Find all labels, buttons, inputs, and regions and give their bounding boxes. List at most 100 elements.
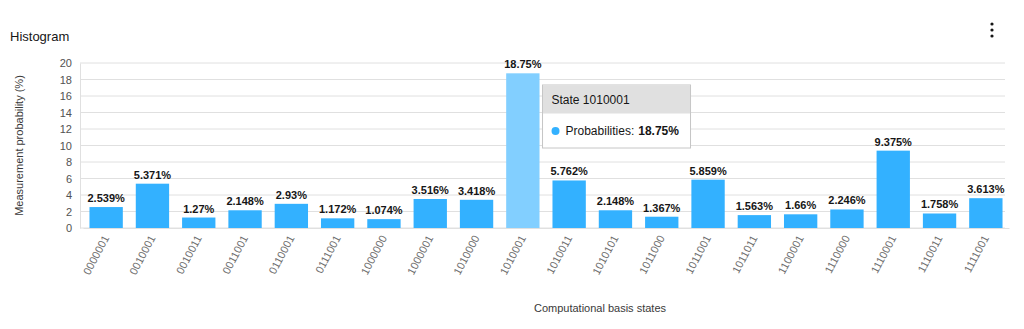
bar[interactable]	[367, 219, 400, 228]
bar[interactable]	[552, 180, 585, 228]
data-label: 3.418%	[458, 185, 496, 197]
tooltip-text: Probabilities:18.75%	[566, 124, 680, 138]
data-label: 5.371%	[134, 169, 172, 181]
x-tick-label: 1011001	[683, 233, 713, 276]
y-tick-label: 16	[60, 90, 72, 102]
data-label: 9.375%	[875, 136, 913, 148]
data-label: 3.613%	[967, 183, 1005, 195]
data-label: 1.758%	[921, 198, 959, 210]
bar[interactable]	[784, 214, 817, 228]
tooltip: State 1010001 Probabilities:18.75%	[543, 85, 691, 148]
bar[interactable]	[691, 180, 724, 228]
y-axis: 02468101214161820	[60, 57, 81, 234]
tooltip-swatch	[552, 127, 560, 135]
data-label: 2.148%	[226, 195, 264, 207]
grid-line	[80, 211, 1005, 212]
bar[interactable]	[877, 151, 910, 228]
y-tick: 16	[60, 90, 80, 102]
grid-line	[80, 79, 1005, 80]
y-axis-line	[80, 64, 81, 229]
x-tick-label: 1000001	[405, 233, 436, 276]
x-tick: 1000001	[405, 228, 436, 277]
bar[interactable]	[923, 213, 956, 228]
bars	[89, 73, 1002, 228]
tooltip-label: Probabilities:	[566, 124, 635, 138]
data-label: 2.246%	[828, 194, 866, 206]
x-axis: 0000001 0010001 0010011 0011001 0110001 01110…	[81, 228, 1010, 277]
x-tick-label: 0111001	[313, 233, 343, 275]
x-axis-title: Computational basis states	[534, 302, 667, 314]
menu-icon[interactable]	[990, 22, 993, 37]
x-tick: 1010101	[590, 228, 621, 277]
bar[interactable]	[321, 218, 354, 228]
x-tick-label: 0011001	[220, 233, 250, 276]
data-label: 18.75%	[504, 58, 542, 70]
x-tick-label: 1010101	[590, 233, 621, 276]
y-tick: 20	[60, 57, 80, 69]
y-tick: 6	[66, 173, 80, 185]
y-tick: 18	[60, 74, 80, 86]
x-tick: 0011001	[220, 228, 250, 276]
bar[interactable]	[969, 198, 1002, 228]
x-tick: 1000000	[358, 228, 389, 277]
data-label: 2.539%	[87, 192, 125, 204]
title: Histogram	[10, 29, 69, 44]
x-tick: 0110001	[266, 228, 296, 276]
y-tick-label: 8	[66, 156, 72, 168]
data-label: 1.563%	[736, 200, 774, 212]
data-label: 1.074%	[365, 204, 403, 216]
bar[interactable]	[460, 200, 493, 228]
bar[interactable]	[136, 184, 169, 228]
x-tick: 1110001	[868, 228, 898, 275]
y-tick-label: 20	[60, 57, 72, 69]
y-tick: 12	[60, 123, 80, 135]
data-label: 5.762%	[550, 165, 588, 177]
x-tick: 0000001	[81, 228, 112, 277]
x-tick: 1011011	[730, 228, 760, 275]
y-tick-label: 10	[60, 140, 72, 152]
x-tick-label: 1111001	[961, 233, 991, 274]
bar[interactable]	[414, 199, 447, 228]
x-tick-label: 0010001	[127, 233, 158, 276]
x-tick-label: 1010000	[451, 233, 482, 276]
grid-line	[80, 178, 1005, 179]
data-label: 2.93%	[276, 189, 307, 201]
x-tick-label: 1011000	[637, 233, 667, 276]
tooltip-title: State 1010001	[552, 93, 630, 107]
y-tick: 14	[60, 107, 80, 119]
data-label: 1.172%	[319, 203, 357, 215]
x-tick-label: 1000000	[358, 233, 389, 276]
x-tick: 0010001	[127, 228, 158, 277]
y-tick-label: 2	[66, 206, 72, 218]
menu-dot[interactable]	[990, 22, 993, 25]
data-label: 3.516%	[412, 184, 450, 196]
x-tick-label: 0110001	[266, 233, 296, 276]
x-tick-label: 1100001	[775, 233, 805, 276]
data-labels: 2.539%5.371%1.27%2.148%2.93%1.172%1.074%…	[87, 58, 1004, 216]
bar[interactable]	[89, 207, 122, 228]
y-tick: 2	[66, 206, 80, 218]
x-tick-label: 0010011	[174, 233, 204, 276]
bar[interactable]	[275, 204, 308, 228]
x-axis-line	[84, 228, 1010, 229]
bar[interactable]	[738, 215, 771, 228]
bar[interactable]	[228, 210, 261, 228]
x-tick: 1111001	[961, 228, 991, 274]
x-tick: 1100001	[775, 228, 805, 276]
menu-dot[interactable]	[990, 34, 993, 37]
y-tick-label: 4	[66, 189, 72, 201]
y-tick-label: 12	[60, 123, 72, 135]
x-tick: 0010011	[174, 228, 204, 276]
grid-line	[80, 63, 1005, 64]
bar[interactable]	[599, 210, 632, 228]
bar[interactable]	[182, 218, 215, 228]
grid-line	[80, 162, 1005, 163]
x-tick-label: 1110001	[868, 233, 898, 275]
y-axis-title: Measurement probability (%)	[13, 75, 25, 216]
bar[interactable]	[506, 73, 539, 228]
bar[interactable]	[645, 217, 678, 228]
bar[interactable]	[830, 209, 863, 228]
menu-dot[interactable]	[990, 28, 993, 31]
y-tick-label: 6	[66, 173, 72, 185]
x-tick: 1010001	[497, 228, 528, 277]
